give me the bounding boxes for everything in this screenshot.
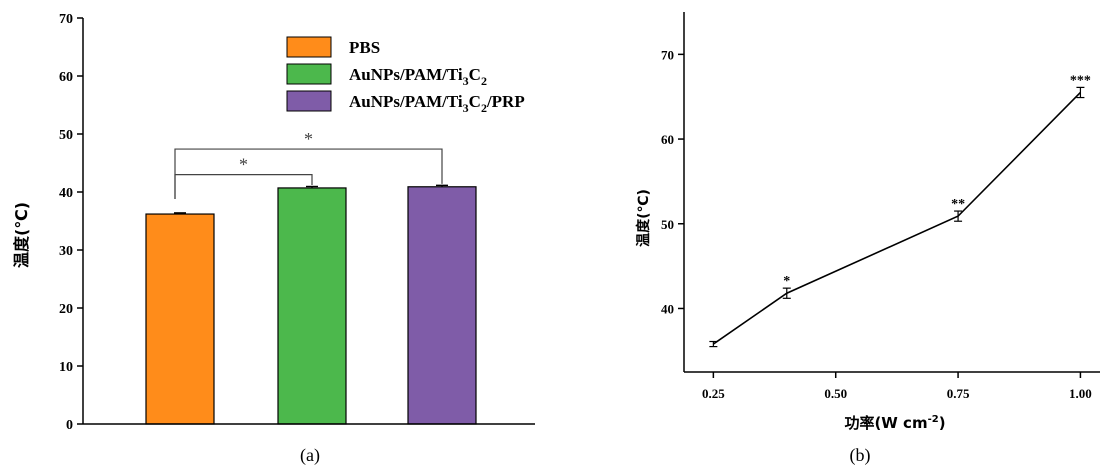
y-tick-label: 20 xyxy=(59,302,73,317)
x-tick-label-b: 0.50 xyxy=(824,386,847,401)
significance-brackets: ** xyxy=(174,129,443,199)
bar xyxy=(145,213,215,425)
y-axis-ticks-b: 40 50 60 70 xyxy=(661,47,684,316)
y-axis-label-b: 温度(℃) xyxy=(635,189,652,247)
series-line xyxy=(712,91,1081,345)
x-axis-label-main: 功率(W cm xyxy=(844,414,927,432)
y-tick-label-b: 60 xyxy=(661,132,674,147)
legend-swatch xyxy=(286,36,332,58)
x-axis-ticks-b: 0.25 0.50 0.75 1.00 xyxy=(702,372,1092,401)
x-axis-label-end: ) xyxy=(939,414,946,432)
significance-bracket xyxy=(174,148,443,199)
x-axis-label-b: 功率(W cm-2) xyxy=(844,414,945,432)
y-tick-label-b: 40 xyxy=(661,301,674,316)
panel-label-b: (b) xyxy=(850,445,871,466)
x-tick-label-b: 1.00 xyxy=(1069,386,1092,401)
y-tick-label-b: 70 xyxy=(661,47,674,62)
y-axis-ticks: 0 10 20 30 40 50 60 70 xyxy=(59,12,83,433)
significance-label-b: * xyxy=(783,274,790,289)
x-tick-label-b: 0.25 xyxy=(702,386,725,401)
legend-label: PBS xyxy=(349,38,380,57)
y-tick-label: 60 xyxy=(59,70,73,85)
y-tick-label: 40 xyxy=(59,186,73,201)
significance-label-b: ** xyxy=(951,197,965,212)
bar-group xyxy=(145,186,477,425)
y-tick-label-b: 50 xyxy=(661,217,674,232)
legend-swatch xyxy=(286,90,332,112)
legend-label: AuNPs/PAM/Ti3C2 xyxy=(349,65,487,88)
y-tick-label: 70 xyxy=(59,12,73,27)
significance-label-b: *** xyxy=(1070,73,1091,88)
y-axis-label: 温度(℃) xyxy=(12,202,31,269)
error-bar-group xyxy=(174,184,448,215)
legend: PBS AuNPs/PAM/Ti3C2 AuNPs/PAM/Ti3C2/PRP xyxy=(286,36,525,115)
significance-annotations-b: ****** xyxy=(783,73,1091,289)
y-tick-label: 30 xyxy=(59,244,73,259)
legend-label: AuNPs/PAM/Ti3C2/PRP xyxy=(349,92,525,115)
y-tick-label: 50 xyxy=(59,128,73,143)
error-bar-group-b xyxy=(709,86,1085,348)
bar xyxy=(277,187,347,425)
y-tick-label: 0 xyxy=(66,418,73,433)
y-tick-label: 10 xyxy=(59,360,73,375)
significance-label: * xyxy=(239,155,248,175)
bar xyxy=(407,186,477,425)
x-tick-label-b: 0.75 xyxy=(947,386,970,401)
panel-label-a: (a) xyxy=(300,445,320,466)
significance-label: * xyxy=(304,129,313,149)
legend-swatch xyxy=(286,63,332,85)
x-axis-label-sup: -2 xyxy=(928,414,939,425)
